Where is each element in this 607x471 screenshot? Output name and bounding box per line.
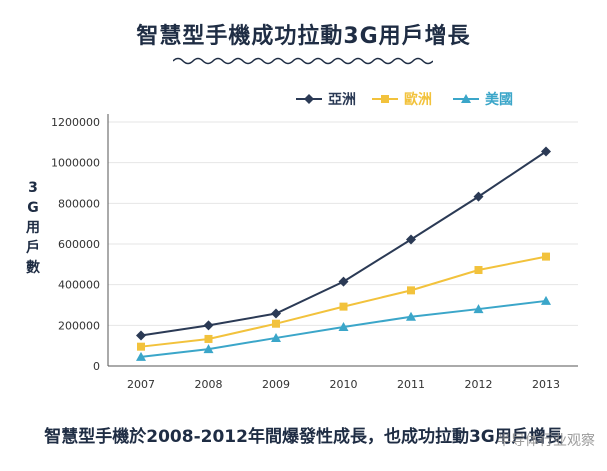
data-point — [473, 304, 484, 314]
legend-label: 亞洲 — [328, 92, 356, 108]
data-point — [137, 342, 145, 351]
y-tick-label: 600000 — [58, 238, 100, 251]
data-point — [542, 252, 550, 261]
data-point — [271, 332, 281, 342]
y-axis-label-char: 用 — [26, 220, 40, 236]
data-point — [136, 351, 146, 361]
chart-title: 智慧型手機成功拉動3G用戶增長 — [136, 24, 471, 49]
data-point — [406, 234, 416, 245]
x-tick-label: 2008 — [195, 378, 223, 391]
legend-label: 歐洲 — [404, 91, 432, 108]
y-tick-label: 1000000 — [51, 157, 100, 170]
legend-marker — [304, 94, 314, 104]
data-point — [338, 276, 349, 287]
series-line-2 — [140, 255, 547, 348]
data-point — [339, 302, 348, 311]
y-tick-label: 0 — [93, 360, 100, 373]
legend-marker — [381, 95, 389, 103]
y-tick-label: 400000 — [58, 279, 100, 292]
data-point — [473, 191, 484, 202]
title-underline-decoration — [173, 57, 433, 65]
y-axis-label-char: 數 — [26, 260, 40, 276]
data-point — [474, 266, 483, 275]
data-point — [338, 321, 349, 331]
data-point — [407, 286, 415, 295]
y-axis-label-char: G — [27, 200, 39, 216]
data-point — [272, 319, 280, 328]
y-tick-label: 200000 — [58, 319, 100, 332]
x-tick-label: 2013 — [532, 378, 560, 391]
data-point — [203, 344, 214, 354]
y-axis-label-char: 3 — [28, 180, 38, 196]
data-point — [406, 311, 416, 321]
y-tick-label: 1200000 — [51, 116, 100, 129]
data-point — [271, 308, 281, 319]
x-tick-label: 2007 — [127, 378, 155, 391]
x-tick-label: 2010 — [330, 378, 358, 391]
x-tick-label: 2011 — [397, 378, 425, 391]
watermark: 半导体行业观察 — [497, 433, 595, 449]
data-point — [136, 330, 146, 341]
y-tick-label: 800000 — [58, 197, 100, 210]
x-tick-label: 2012 — [465, 378, 493, 391]
legend-label: 美國 — [485, 91, 513, 108]
data-point — [541, 146, 551, 157]
data-point — [541, 295, 551, 305]
y-axis-label-char: 戶 — [26, 240, 40, 256]
legend-marker — [461, 94, 471, 103]
data-point — [203, 320, 214, 331]
x-tick-label: 2009 — [262, 378, 290, 391]
data-point — [204, 334, 213, 343]
chart-caption: 智慧型手機於2008-2012年間爆發性成長，也成功拉動3G用戶增長 — [44, 427, 563, 447]
